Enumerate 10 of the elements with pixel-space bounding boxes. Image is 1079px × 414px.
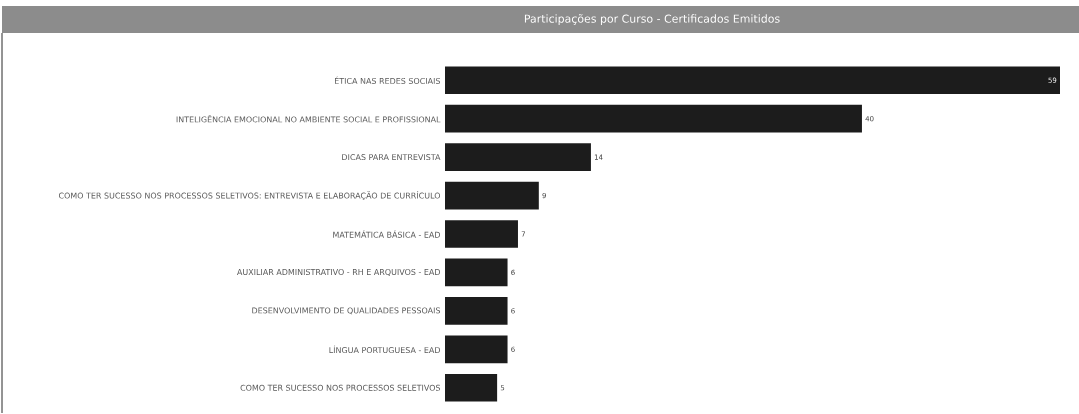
bar xyxy=(445,105,862,133)
bar xyxy=(445,335,508,364)
bar xyxy=(445,297,508,325)
bar xyxy=(445,220,518,249)
bar xyxy=(445,181,539,210)
bar xyxy=(445,143,591,172)
chart-title: Participações por Curso - Certificados Emitidos xyxy=(524,14,780,26)
bar xyxy=(445,374,498,402)
bar xyxy=(445,66,1060,95)
bar xyxy=(445,258,508,287)
